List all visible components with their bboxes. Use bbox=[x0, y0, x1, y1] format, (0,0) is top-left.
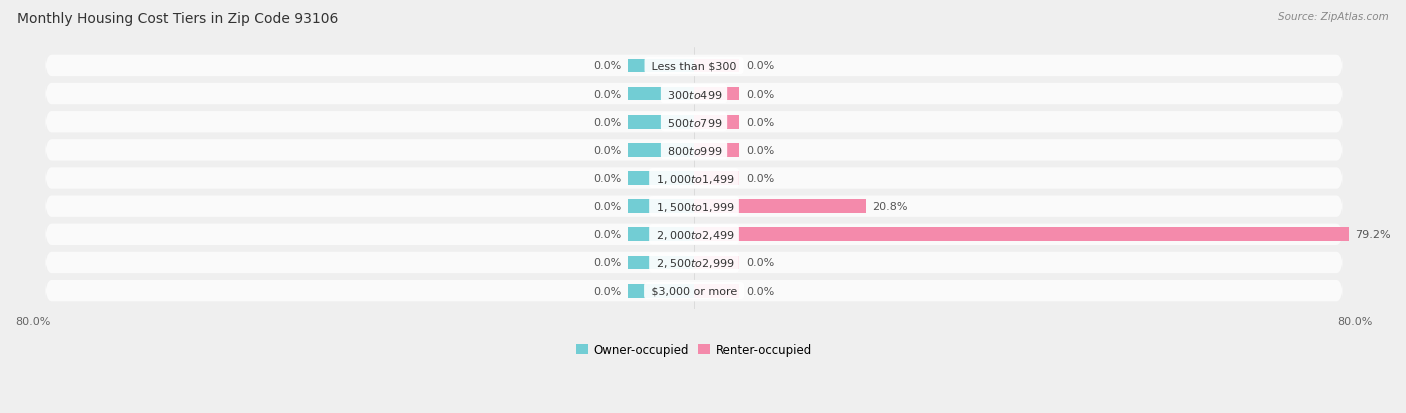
Text: Source: ZipAtlas.com: Source: ZipAtlas.com bbox=[1278, 12, 1389, 22]
Bar bbox=[695, 284, 740, 298]
FancyBboxPatch shape bbox=[45, 195, 1343, 218]
Text: $300 to $499: $300 to $499 bbox=[665, 88, 724, 100]
Bar bbox=[628, 256, 695, 270]
Text: $2,000 to $2,499: $2,000 to $2,499 bbox=[652, 228, 735, 241]
Bar bbox=[695, 116, 740, 129]
Text: $500 to $799: $500 to $799 bbox=[665, 116, 724, 128]
Text: $2,500 to $2,999: $2,500 to $2,999 bbox=[652, 256, 735, 269]
Text: Monthly Housing Cost Tiers in Zip Code 93106: Monthly Housing Cost Tiers in Zip Code 9… bbox=[17, 12, 339, 26]
FancyBboxPatch shape bbox=[45, 167, 1343, 190]
Text: $3,000 or more: $3,000 or more bbox=[648, 286, 741, 296]
Bar bbox=[628, 59, 695, 73]
Text: Less than $300: Less than $300 bbox=[648, 61, 740, 71]
Text: 0.0%: 0.0% bbox=[747, 145, 775, 156]
Bar bbox=[695, 200, 866, 214]
FancyBboxPatch shape bbox=[45, 111, 1343, 134]
Legend: Owner-occupied, Renter-occupied: Owner-occupied, Renter-occupied bbox=[571, 338, 817, 361]
Text: 0.0%: 0.0% bbox=[747, 258, 775, 268]
Text: $1,000 to $1,499: $1,000 to $1,499 bbox=[652, 172, 735, 185]
Text: 79.2%: 79.2% bbox=[1355, 230, 1391, 240]
Text: 0.0%: 0.0% bbox=[593, 117, 621, 128]
Bar bbox=[628, 172, 695, 185]
FancyBboxPatch shape bbox=[45, 251, 1343, 275]
Bar bbox=[695, 256, 740, 270]
Bar bbox=[695, 228, 1348, 242]
Text: 0.0%: 0.0% bbox=[593, 89, 621, 100]
Bar bbox=[628, 116, 695, 129]
FancyBboxPatch shape bbox=[45, 279, 1343, 303]
Text: 0.0%: 0.0% bbox=[593, 145, 621, 156]
Bar bbox=[628, 200, 695, 214]
FancyBboxPatch shape bbox=[45, 83, 1343, 106]
Text: 0.0%: 0.0% bbox=[593, 202, 621, 212]
Bar bbox=[695, 172, 740, 185]
Text: 0.0%: 0.0% bbox=[593, 286, 621, 296]
Bar bbox=[695, 88, 740, 101]
Bar bbox=[628, 284, 695, 298]
Text: 0.0%: 0.0% bbox=[593, 258, 621, 268]
Text: 20.8%: 20.8% bbox=[873, 202, 908, 212]
Text: 0.0%: 0.0% bbox=[593, 230, 621, 240]
Text: $1,500 to $1,999: $1,500 to $1,999 bbox=[652, 200, 735, 213]
Bar bbox=[628, 88, 695, 101]
Bar bbox=[628, 228, 695, 242]
Text: 0.0%: 0.0% bbox=[593, 173, 621, 184]
Text: 0.0%: 0.0% bbox=[593, 61, 621, 71]
FancyBboxPatch shape bbox=[45, 55, 1343, 78]
Bar bbox=[695, 144, 740, 157]
Bar bbox=[695, 59, 740, 73]
FancyBboxPatch shape bbox=[45, 139, 1343, 162]
Text: 0.0%: 0.0% bbox=[747, 173, 775, 184]
Text: 0.0%: 0.0% bbox=[747, 286, 775, 296]
FancyBboxPatch shape bbox=[45, 223, 1343, 247]
Bar bbox=[628, 144, 695, 157]
Text: $800 to $999: $800 to $999 bbox=[665, 145, 724, 157]
Text: 0.0%: 0.0% bbox=[747, 61, 775, 71]
Text: 0.0%: 0.0% bbox=[747, 89, 775, 100]
Text: 0.0%: 0.0% bbox=[747, 117, 775, 128]
